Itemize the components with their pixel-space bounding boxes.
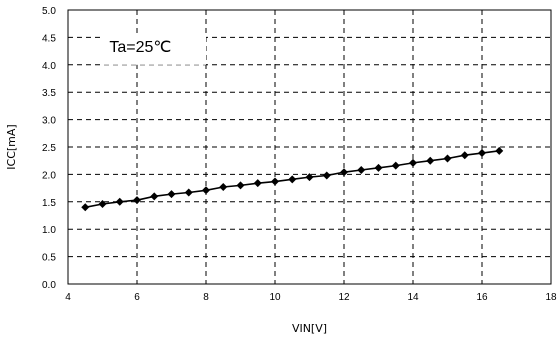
data-point <box>374 163 383 172</box>
data-point <box>133 196 141 205</box>
y-tick-label: 4.5 <box>42 33 56 44</box>
data-point <box>167 190 176 199</box>
data-point <box>219 183 228 192</box>
data-point <box>98 199 107 208</box>
data-point <box>253 179 262 188</box>
y-tick-label: 3.5 <box>42 88 56 99</box>
x-tick-label: 14 <box>407 292 419 303</box>
x-tick-label: 6 <box>134 292 140 303</box>
data-point <box>271 177 279 186</box>
plot-area-frame <box>67 9 552 285</box>
data-point <box>495 146 504 155</box>
data-point <box>409 158 417 167</box>
annotation-background <box>102 33 206 65</box>
data-point <box>184 188 193 197</box>
y-tick-label: 3.0 <box>42 116 56 127</box>
data-point <box>478 149 486 158</box>
y-tick-label: 0.5 <box>42 253 56 264</box>
y-tick-label: 5.0 <box>42 6 56 17</box>
y-tick-label: 4.0 <box>42 61 56 72</box>
y-tick-label: 0.0 <box>42 280 56 291</box>
y-axis-ticks: 0.0 0.5 1.0 1.5 2.0 2.5 3.0 3.5 4.0 4.5 5.0 <box>42 6 56 291</box>
y-tick-label: 1.0 <box>42 225 56 236</box>
x-tick-label: 4 <box>65 292 71 303</box>
data-point <box>150 192 159 201</box>
data-point <box>426 156 435 165</box>
y-tick-label: 2.5 <box>42 143 56 154</box>
data-point <box>340 168 348 177</box>
x-axis-label: VIN[V] <box>292 322 327 335</box>
x-tick-label: 12 <box>338 292 350 303</box>
x-tick-label: 16 <box>476 292 488 303</box>
x-axis-ticks: 4 6 8 10 12 14 16 18 <box>65 292 557 303</box>
series-icc <box>81 146 504 212</box>
y-tick-label: 1.5 <box>42 198 56 209</box>
data-point <box>357 166 366 175</box>
data-point <box>322 171 331 180</box>
data-point <box>81 203 90 212</box>
y-axis-label: ICC[mA] <box>5 124 18 169</box>
data-point <box>202 186 210 195</box>
x-tick-label: 8 <box>203 292 209 303</box>
x-tick-label: 10 <box>269 292 281 303</box>
x-tick-label: 18 <box>545 292 557 303</box>
temperature-annotation: Ta=25℃ <box>109 39 171 56</box>
y-tick-label: 2.0 <box>42 170 56 181</box>
data-point <box>460 151 469 160</box>
data-point <box>305 173 314 182</box>
data-point <box>236 181 245 190</box>
data-point <box>443 154 452 163</box>
data-point <box>391 161 400 170</box>
data-point <box>288 175 297 184</box>
data-point <box>115 197 124 206</box>
